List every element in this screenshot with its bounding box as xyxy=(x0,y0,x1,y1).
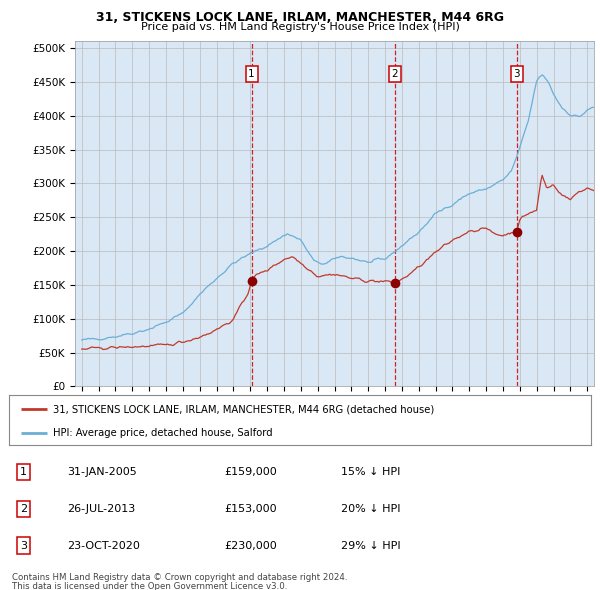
Text: 3: 3 xyxy=(514,69,520,79)
Text: £153,000: £153,000 xyxy=(224,504,277,514)
Text: £230,000: £230,000 xyxy=(224,540,277,550)
Text: 20% ↓ HPI: 20% ↓ HPI xyxy=(341,504,400,514)
Text: 15% ↓ HPI: 15% ↓ HPI xyxy=(341,467,400,477)
Text: 1: 1 xyxy=(248,69,255,79)
Text: Price paid vs. HM Land Registry's House Price Index (HPI): Price paid vs. HM Land Registry's House … xyxy=(140,22,460,32)
Text: 31, STICKENS LOCK LANE, IRLAM, MANCHESTER, M44 6RG: 31, STICKENS LOCK LANE, IRLAM, MANCHESTE… xyxy=(96,11,504,24)
Text: 1: 1 xyxy=(20,467,27,477)
Text: 3: 3 xyxy=(20,540,27,550)
Text: This data is licensed under the Open Government Licence v3.0.: This data is licensed under the Open Gov… xyxy=(12,582,287,590)
Text: 2: 2 xyxy=(391,69,398,79)
Text: 31, STICKENS LOCK LANE, IRLAM, MANCHESTER, M44 6RG (detached house): 31, STICKENS LOCK LANE, IRLAM, MANCHESTE… xyxy=(53,404,434,414)
Text: 23-OCT-2020: 23-OCT-2020 xyxy=(67,540,140,550)
Text: £159,000: £159,000 xyxy=(224,467,277,477)
Text: 2: 2 xyxy=(20,504,27,514)
Text: HPI: Average price, detached house, Salford: HPI: Average price, detached house, Salf… xyxy=(53,428,272,438)
Text: 26-JUL-2013: 26-JUL-2013 xyxy=(67,504,136,514)
Text: Contains HM Land Registry data © Crown copyright and database right 2024.: Contains HM Land Registry data © Crown c… xyxy=(12,573,347,582)
Text: 29% ↓ HPI: 29% ↓ HPI xyxy=(341,540,400,550)
Text: 31-JAN-2005: 31-JAN-2005 xyxy=(67,467,137,477)
